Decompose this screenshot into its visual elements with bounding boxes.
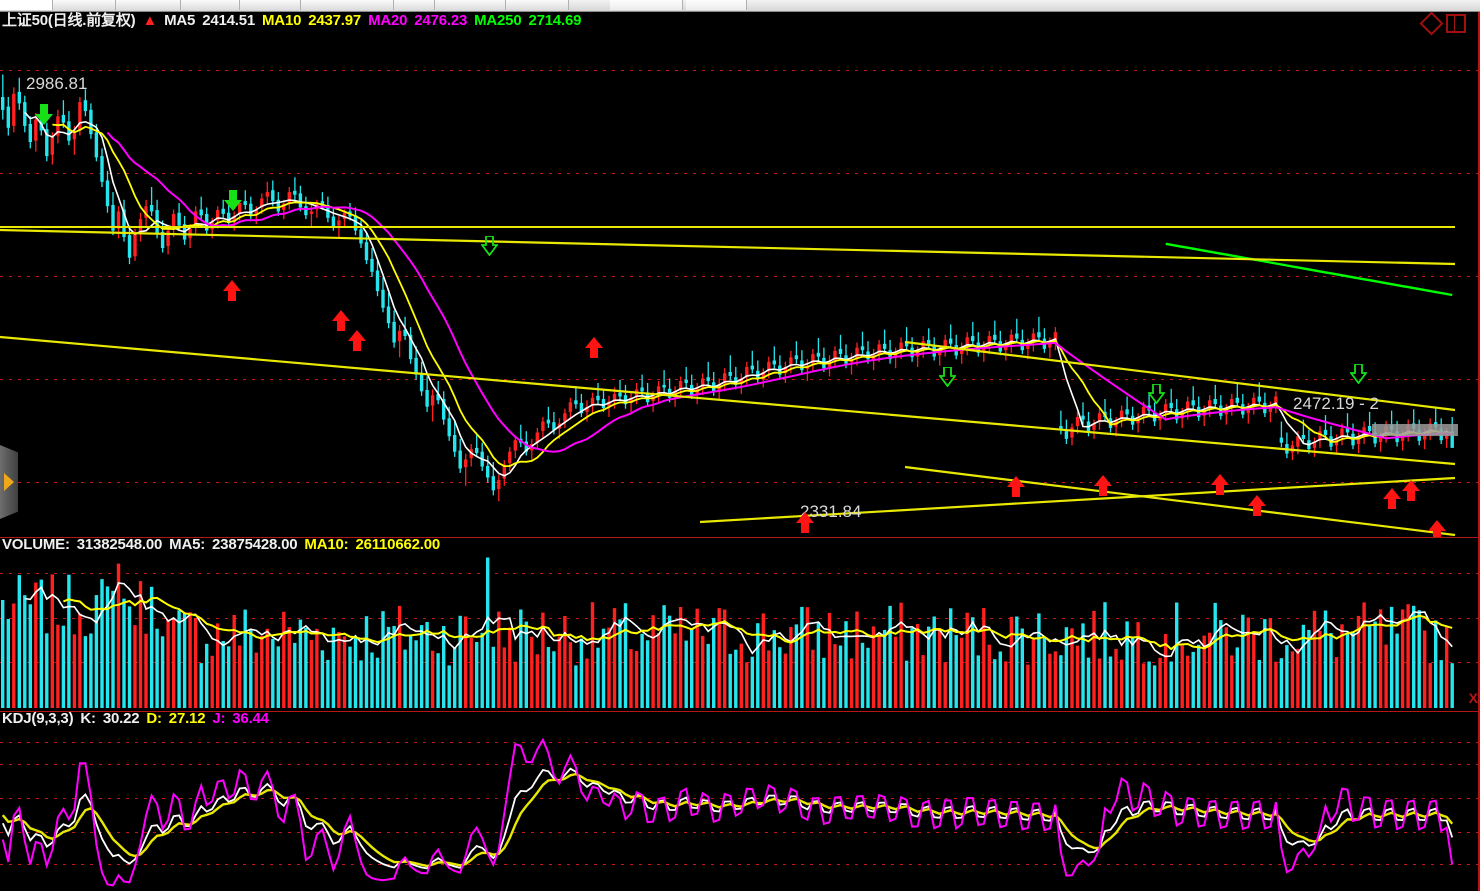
price-selection-band <box>1372 424 1458 436</box>
toolbar-button-2[interactable] <box>53 0 116 10</box>
toolbar-button-4[interactable] <box>181 0 240 10</box>
price-series-svg <box>0 74 1456 537</box>
kdj-chart-panel[interactable]: KDJ(9,3,3) K: 30.22 D: 27.12 J: 36.44 <box>0 712 1480 891</box>
gridline <box>0 618 1480 619</box>
kdj-j-value: 36.44 <box>232 712 269 727</box>
buy-signal-arrow <box>332 310 350 332</box>
toolbar-button-trade[interactable] <box>686 0 747 10</box>
close-icon[interactable]: X <box>1468 690 1478 706</box>
ma250-value: 2714.69 <box>528 12 582 29</box>
ma20-label: MA20 <box>368 12 408 29</box>
volume-panel-header: VOLUME: 31382548.00 MA5: 23875428.00 MA10: 26… <box>2 538 447 553</box>
trendline <box>0 228 1456 266</box>
volume-value: 31382548.00 <box>76 538 163 553</box>
right-triangle-icon[interactable] <box>4 473 14 491</box>
ma250-label: MA250 <box>474 12 522 29</box>
ma5-label: MA5 <box>164 12 196 29</box>
kdj-series-svg <box>1 737 1454 887</box>
split-pane-icon[interactable] <box>1446 14 1466 33</box>
trendline <box>0 335 1456 466</box>
buy-signal-arrow <box>348 330 366 352</box>
gridline <box>0 573 1480 574</box>
toolbar-button-7[interactable] <box>394 0 435 10</box>
sell-signal-arrow-hollow <box>1148 384 1165 404</box>
gridline <box>0 173 1480 174</box>
volume-chart-panel[interactable]: VOLUME: 31382548.00 MA5: 23875428.00 MA10: 26… <box>0 538 1480 710</box>
ma10-label: MA10 <box>262 12 302 29</box>
buy-signal-arrow <box>1094 475 1112 497</box>
sell-signal-arrow-hollow <box>1350 364 1367 384</box>
buy-signal-arrow <box>1428 520 1446 537</box>
price-chart-panel[interactable]: 上证50(日线.前复权) ▲ MA5 2414.51 MA10 2437.97 MA20 24… <box>0 12 1480 537</box>
main-toolbar[interactable] <box>0 0 1480 12</box>
price-range-label: 2472.19 - 2 <box>1293 394 1380 413</box>
sell-signal-arrow-hollow <box>939 367 956 387</box>
ma10-value: 2437.97 <box>308 12 362 29</box>
buy-signal-arrow <box>1383 488 1401 510</box>
symbol-title[interactable]: 上证50(日线.前复权) <box>2 12 136 29</box>
gridline <box>0 764 1480 765</box>
panel-divider-1 <box>0 537 1480 538</box>
gridline <box>0 832 1480 833</box>
toolbar-button-8[interactable] <box>435 0 506 10</box>
buy-signal-arrow <box>585 337 603 359</box>
volume-ma5-value: 23875428.00 <box>212 538 298 553</box>
volume-series-svg <box>1 557 1454 708</box>
toolbar-button-5[interactable] <box>240 0 301 10</box>
price-panel-header: 上证50(日线.前复权) ▲ MA5 2414.51 MA10 2437.97 MA20 24… <box>2 12 588 29</box>
gridline <box>0 276 1480 277</box>
sell-signal-arrow <box>35 104 53 126</box>
toolbar-button-6[interactable] <box>301 0 394 10</box>
buy-signal-arrow <box>223 280 241 302</box>
ma20-value: 2476.23 <box>414 12 468 29</box>
toolbar-button-1[interactable] <box>0 0 53 10</box>
kdj-panel-header: KDJ(9,3,3) K: 30.22 D: 27.12 J: 36.44 <box>2 712 276 727</box>
gridline <box>0 742 1480 743</box>
buy-signal-arrow <box>1211 474 1229 496</box>
panel-divider-2 <box>0 711 1480 712</box>
sell-signal-arrow <box>224 190 242 212</box>
toolbar-button-quote[interactable] <box>610 0 683 10</box>
sell-signal-arrow-hollow <box>481 236 498 256</box>
up-arrow-icon: ▲ <box>142 12 158 29</box>
gridline <box>0 482 1480 483</box>
kdj-k-label: K: <box>80 712 96 727</box>
gridline <box>0 864 1480 865</box>
ma5-value: 2414.51 <box>202 12 256 29</box>
chart-right-border <box>1478 12 1480 891</box>
buy-signal-arrow <box>1007 476 1025 498</box>
gridline <box>0 798 1480 799</box>
kdj-j-label: J: <box>212 712 226 727</box>
volume-ma5-label: MA5: <box>169 538 206 553</box>
buy-signal-arrow <box>796 512 814 534</box>
volume-ma10-label: MA10: <box>304 538 349 553</box>
trendline <box>904 465 1456 537</box>
toolbar-button-3[interactable] <box>116 0 181 10</box>
toolbar-button-9[interactable] <box>506 0 569 10</box>
volume-ma10-value: 26110662.00 <box>355 538 441 553</box>
kdj-title: KDJ(9,3,3) <box>2 712 74 727</box>
kdj-k-value: 30.22 <box>102 712 140 727</box>
volume-label: VOLUME: <box>2 538 70 553</box>
kdj-d-label: D: <box>146 712 162 727</box>
trendline <box>904 340 1456 412</box>
buy-signal-arrow <box>1248 495 1266 517</box>
gridline <box>0 70 1480 71</box>
kdj-d-value: 27.12 <box>168 712 206 727</box>
swing-low-label: 2331.84 <box>800 502 862 521</box>
buy-signal-arrow <box>1402 480 1420 502</box>
swing-high-label: 2986.81 <box>26 74 88 93</box>
trendline <box>699 476 1456 524</box>
